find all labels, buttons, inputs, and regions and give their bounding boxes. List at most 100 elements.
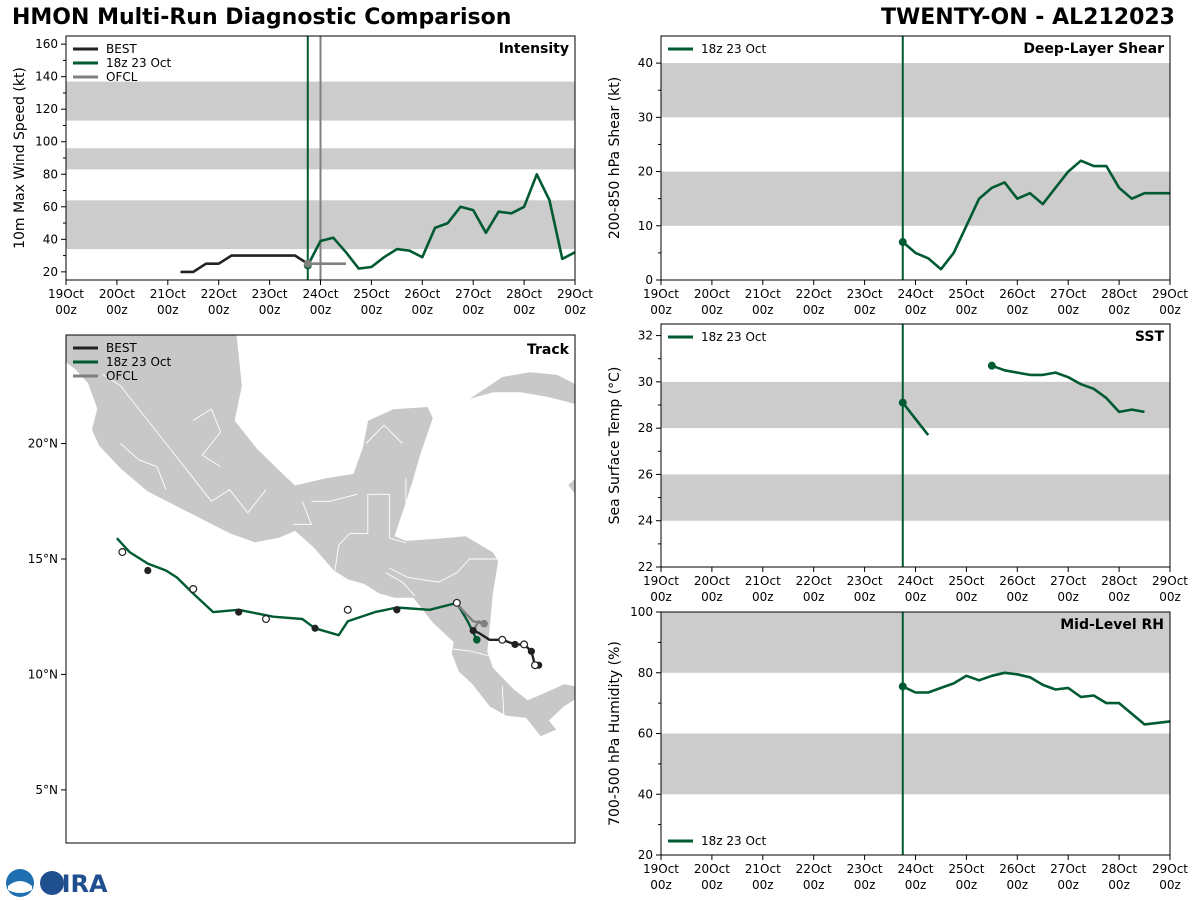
storm-id: TWENTY-ON - AL212023 — [880, 5, 1175, 30]
rh-xtick-sublabel: 00z — [956, 878, 978, 892]
sst-legend-label: 18z 23 Oct — [701, 330, 767, 344]
intensity-xtick-sublabel: 00z — [361, 303, 383, 317]
rh-xtick-sublabel: 00z — [803, 878, 825, 892]
intensity-legend-label: OFCL — [106, 70, 138, 84]
shear-xtick-sublabel: 00z — [1057, 303, 1079, 317]
sst-ytick-label: 30 — [638, 375, 653, 389]
sst-xtick-sublabel: 00z — [1007, 590, 1029, 604]
track-marker-run-start — [473, 636, 481, 644]
shear-xtick-sublabel: 00z — [956, 303, 978, 317]
track-border — [389, 558, 497, 583]
shear-xtick-label: 24Oct — [897, 287, 933, 301]
intensity-legend-label: 18z 23 Oct — [106, 56, 172, 70]
sst-series-line — [991, 364, 1145, 414]
sst-band — [661, 474, 1170, 521]
track-marker-open — [343, 605, 352, 614]
rh-xtick-sublabel: 00z — [650, 878, 672, 892]
shear-ytick-label: 40 — [638, 56, 653, 70]
sst-xtick-label: 23Oct — [847, 574, 883, 588]
shear-ytick-label: 10 — [638, 219, 653, 233]
shear-xtick-sublabel: 00z — [905, 303, 927, 317]
rh-ytick-label: 40 — [638, 787, 653, 801]
track-track-ofcl — [455, 602, 486, 632]
intensity-xtick-sublabel: 00z — [259, 303, 281, 317]
sst-xtick-label: 22Oct — [796, 574, 832, 588]
sst-xtick-sublabel: 00z — [1159, 590, 1181, 604]
intensity-ytick-label: 120 — [35, 102, 58, 116]
track-track-18z-23-oct — [116, 537, 478, 641]
rh-legend-label: 18z 23 Oct — [701, 834, 767, 848]
shear-xtick-sublabel: 00z — [701, 303, 723, 317]
rh-xtick-label: 24Oct — [897, 862, 933, 876]
sst-xtick-sublabel: 00z — [701, 590, 723, 604]
intensity-xtick-sublabel: 00z — [106, 303, 128, 317]
rh-ylabel: 700-500 hPa Humidity (%) — [607, 641, 623, 826]
track-marker-filled — [511, 640, 519, 649]
shear-xtick-sublabel: 00z — [752, 303, 774, 317]
track-border — [389, 494, 407, 544]
shear-xtick-sublabel: 00z — [650, 303, 672, 317]
track-marker-filled — [311, 624, 319, 632]
track-frame — [65, 334, 576, 844]
rh-xtick-label: 27Oct — [1050, 862, 1086, 876]
shear-xtick-label: 28Oct — [1101, 287, 1137, 301]
rh-xtick-label: 19Oct — [643, 862, 679, 876]
track-ytick-label: 5°N — [35, 783, 58, 797]
sst-ytick-label: 22 — [638, 560, 653, 574]
sst-xtick-sublabel: 00z — [956, 590, 978, 604]
track-border — [365, 424, 403, 444]
shear-title: Deep-Layer Shear — [1023, 41, 1164, 57]
intensity-ylabel: 10m Max Wind Speed (kt) — [12, 67, 28, 249]
intensity-xtick-label: 19Oct — [48, 287, 84, 301]
shear-init-marker — [898, 238, 907, 247]
intensity-xtick-label: 22Oct — [201, 287, 237, 301]
shear-xtick-sublabel: 00z — [803, 303, 825, 317]
track-marker-open — [520, 640, 529, 649]
shear-xtick-label: 27Oct — [1050, 287, 1086, 301]
sst-ytick-label: 24 — [638, 514, 653, 528]
rh-xtick-sublabel: 00z — [1159, 878, 1181, 892]
sst-xtick-label: 28Oct — [1101, 574, 1137, 588]
track-border — [311, 493, 358, 502]
sst-ytick-label: 26 — [638, 467, 653, 481]
track-border — [120, 443, 167, 490]
intensity-ytick-label: 20 — [43, 265, 58, 279]
intensity-series-line — [306, 173, 576, 270]
sst-xtick-sublabel: 00z — [1108, 590, 1130, 604]
intensity-xtick-label: 26Oct — [404, 287, 440, 301]
track-marker-open — [261, 615, 270, 624]
intensity-xtick-label: 28Oct — [506, 287, 542, 301]
sst-xtick-label: 24Oct — [897, 574, 933, 588]
intensity-xtick-label: 23Oct — [252, 287, 288, 301]
track-legend-label: BEST — [106, 341, 137, 355]
intensity-ytick-label: 40 — [43, 232, 58, 246]
shear-xtick-label: 22Oct — [796, 287, 832, 301]
sst-xtick-label: 21Oct — [745, 574, 781, 588]
noaa-bird-icon — [8, 881, 32, 893]
track-marker-filled — [393, 606, 401, 614]
track-marker-open — [452, 598, 461, 607]
rh-xtick-label: 23Oct — [847, 862, 883, 876]
intensity-ytick-label: 80 — [43, 167, 58, 181]
track-border — [293, 501, 313, 525]
intensity-xtick-sublabel: 00z — [157, 303, 179, 317]
intensity-xtick-label: 25Oct — [353, 287, 389, 301]
sst-xtick-label: 26Oct — [999, 574, 1035, 588]
shear-xtick-label: 20Oct — [694, 287, 730, 301]
sst-init-marker — [898, 398, 907, 407]
rh-xtick-label: 22Oct — [796, 862, 832, 876]
shear-series-line — [901, 159, 1170, 271]
sst-title: SST — [1135, 329, 1165, 345]
intensity-xtick-label: 29Oct — [557, 287, 593, 301]
track-border — [385, 572, 416, 597]
intensity-xtick-sublabel: 00z — [412, 303, 434, 317]
rh-xtick-sublabel: 00z — [1108, 878, 1130, 892]
rh-ytick-label: 100 — [630, 605, 653, 619]
intensity-legend-label: BEST — [106, 42, 137, 56]
rh-xtick-sublabel: 00z — [701, 878, 723, 892]
shear-xtick-sublabel: 00z — [854, 303, 876, 317]
intensity-xtick-label: 20Oct — [99, 287, 135, 301]
rh-xtick-label: 28Oct — [1101, 862, 1137, 876]
sst-xtick-sublabel: 00z — [752, 590, 774, 604]
